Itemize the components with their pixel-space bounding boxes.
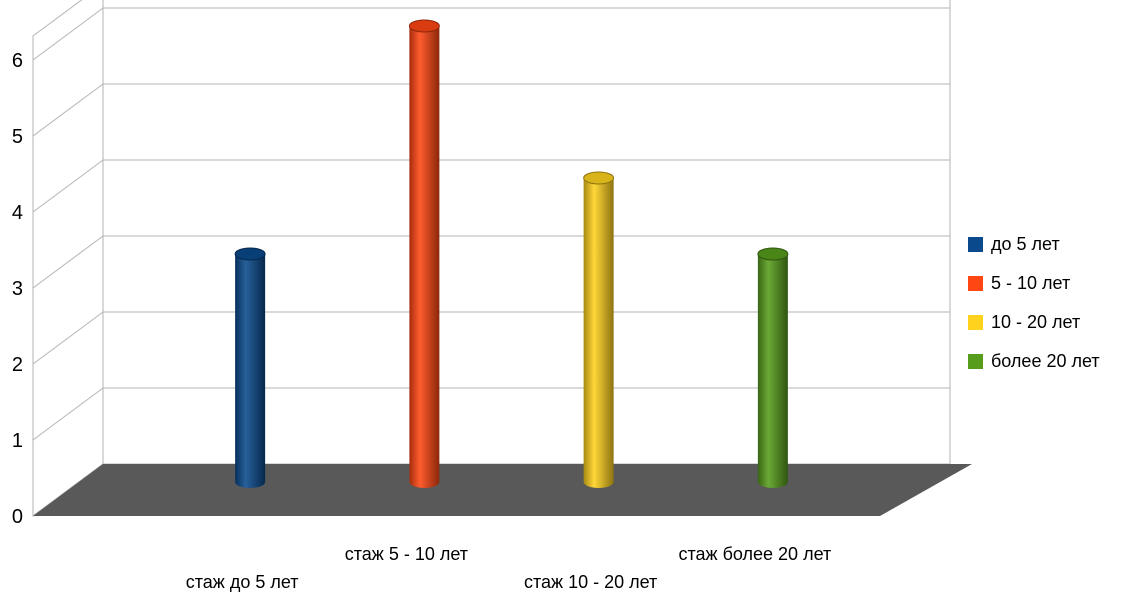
x-category-label: стаж до 5 лет xyxy=(186,572,299,592)
bar-top xyxy=(583,171,615,185)
legend-item: до 5 лет xyxy=(968,234,1060,254)
x-category-label: стаж более 20 лет xyxy=(679,544,832,564)
legend-swatch xyxy=(968,315,983,330)
x-category-label: стаж 10 - 20 лет xyxy=(524,572,657,592)
legend-label: 5 - 10 лет xyxy=(991,273,1070,293)
bar-body xyxy=(757,254,788,488)
bar-body xyxy=(235,254,266,488)
y-tick-label: 4 xyxy=(12,202,23,224)
y-tick-label: 5 xyxy=(12,126,23,148)
bar-top xyxy=(234,247,266,261)
y-tick-label: 0 xyxy=(12,506,23,528)
bar-1 xyxy=(234,247,266,488)
gridline-side xyxy=(32,311,104,365)
legend-swatch xyxy=(968,237,983,252)
legend-item: 5 - 10 лет xyxy=(968,273,1070,293)
bar-top xyxy=(408,19,440,33)
bar-4 xyxy=(757,247,789,488)
y-tick-label: 3 xyxy=(12,278,23,300)
legend-item: 10 - 20 лет xyxy=(968,312,1080,332)
y-tick-label: 6 xyxy=(12,50,23,72)
bars xyxy=(234,19,789,488)
gridline-side xyxy=(32,235,104,289)
gridline-side xyxy=(32,83,104,137)
bar-body xyxy=(409,26,440,488)
legend-swatch xyxy=(968,354,983,369)
legend-label: 10 - 20 лет xyxy=(991,312,1080,332)
bar-2 xyxy=(408,19,440,488)
x-axis-labels: стаж до 5 лет стаж 5 - 10 лет стаж 10 - 20… xyxy=(186,544,832,592)
x-category-label: стаж 5 - 10 лет xyxy=(345,544,468,564)
legend: до 5 лет 5 - 10 лет 10 - 20 лет более 20 ле… xyxy=(968,234,1100,371)
legend-swatch xyxy=(968,276,983,291)
legend-item: более 20 лет xyxy=(968,351,1100,371)
legend-label: более 20 лет xyxy=(991,351,1100,371)
legend-label: до 5 лет xyxy=(991,234,1060,254)
floor-plane xyxy=(33,464,972,516)
side-wall xyxy=(32,0,104,517)
back-wall xyxy=(102,0,951,465)
gridline-side xyxy=(32,7,104,61)
y-tick-label: 1 xyxy=(12,430,23,452)
y-axis: 0 1 2 3 4 5 6 xyxy=(12,36,34,528)
bar-3 xyxy=(583,171,615,488)
bar-top xyxy=(757,247,789,261)
chart-walls xyxy=(32,0,951,517)
gridline-side xyxy=(32,159,104,213)
chart-floor xyxy=(33,464,972,516)
y-tick-label: 2 xyxy=(12,354,23,376)
gridline-side xyxy=(32,387,104,441)
bar-body xyxy=(583,178,614,488)
